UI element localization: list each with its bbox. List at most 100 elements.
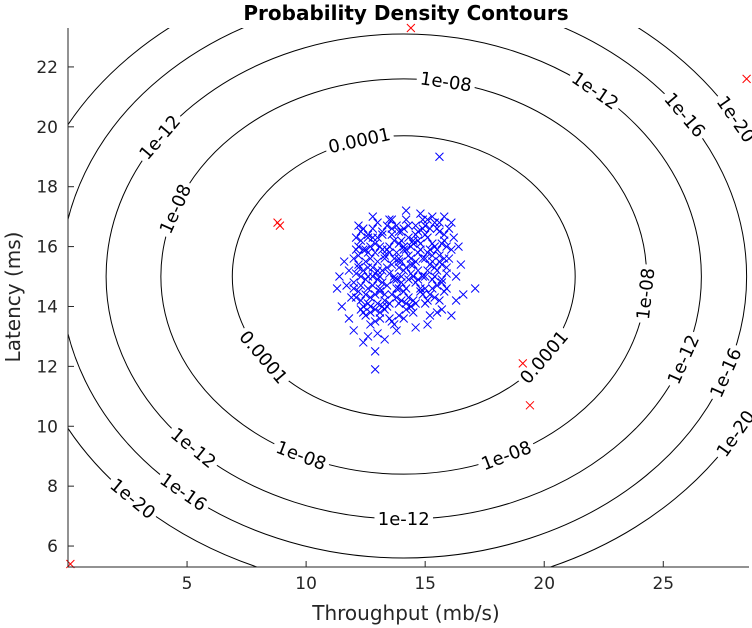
contour-label-group: 0.0001 xyxy=(323,122,396,159)
contour-label-bg xyxy=(631,263,660,325)
data-point xyxy=(373,233,382,242)
contour-label-group: 1e-12 xyxy=(163,421,223,476)
data-point xyxy=(361,290,370,299)
data-point xyxy=(373,266,382,275)
data-point xyxy=(518,359,528,368)
data-point xyxy=(375,314,385,323)
contour-label: 1e-16 xyxy=(156,469,211,516)
data-point xyxy=(447,311,456,320)
contour-label: 1e-08 xyxy=(273,437,329,475)
data-point xyxy=(447,218,456,227)
data-point xyxy=(382,221,392,230)
contour-label-bg xyxy=(232,323,295,391)
data-point xyxy=(430,218,440,227)
data-point xyxy=(408,272,418,281)
data-point xyxy=(349,326,359,335)
data-point xyxy=(430,293,440,302)
contour-label: 1e-16 xyxy=(706,345,746,401)
data-point xyxy=(332,284,342,293)
contour-label-group: 1e-20 xyxy=(103,471,163,526)
x-tick-label: 15 xyxy=(414,574,436,594)
data-point xyxy=(380,290,390,299)
y-tick-label: 8 xyxy=(47,477,58,497)
data-point xyxy=(368,224,378,233)
data-point xyxy=(375,287,385,296)
contour-label: 1e-12 xyxy=(378,509,430,530)
data-point xyxy=(373,218,382,227)
data-point xyxy=(456,260,466,269)
contour-label-bg xyxy=(657,85,712,145)
data-point xyxy=(380,251,390,260)
data-point xyxy=(368,233,378,242)
y-tick-label: 22 xyxy=(36,58,58,78)
data-point xyxy=(430,272,440,281)
data-point xyxy=(444,224,454,233)
data-point xyxy=(447,245,456,254)
data-point xyxy=(423,266,432,275)
data-point xyxy=(742,74,751,84)
data-point xyxy=(389,275,399,284)
data-point xyxy=(423,296,432,305)
data-point xyxy=(427,239,437,248)
data-point xyxy=(363,332,373,341)
contour-label-bg xyxy=(153,466,214,518)
data-point xyxy=(411,323,420,332)
data-point xyxy=(399,242,409,251)
data-point xyxy=(404,221,413,230)
data-point xyxy=(425,245,435,254)
data-point xyxy=(401,284,411,293)
contour-line xyxy=(160,78,648,475)
data-point xyxy=(382,263,392,272)
data-point xyxy=(363,248,373,257)
data-point xyxy=(368,212,378,222)
data-point xyxy=(392,221,401,230)
y-tick-label: 14 xyxy=(36,297,58,317)
data-point xyxy=(370,239,380,248)
contour-label-group: 1e-08 xyxy=(475,434,538,477)
y-tick-label: 10 xyxy=(36,417,58,437)
data-point xyxy=(375,284,385,293)
contour-label-bg xyxy=(709,89,752,150)
contour-line xyxy=(68,28,748,559)
data-point xyxy=(404,233,413,242)
data-point xyxy=(392,293,401,302)
data-point xyxy=(351,293,361,302)
data-point xyxy=(370,317,380,326)
data-point xyxy=(358,338,368,347)
data-point xyxy=(385,215,394,224)
data-point xyxy=(363,230,373,239)
data-point xyxy=(432,224,442,233)
data-point xyxy=(392,275,401,284)
data-point xyxy=(346,293,356,302)
data-point xyxy=(413,275,423,284)
data-point xyxy=(413,266,423,275)
data-point xyxy=(366,293,375,302)
data-point xyxy=(392,248,401,257)
contour-label-group: 1e-20 xyxy=(709,403,752,464)
data-point xyxy=(392,326,401,335)
data-point xyxy=(406,302,416,311)
data-point xyxy=(411,221,420,230)
data-point xyxy=(420,230,430,239)
data-point xyxy=(377,266,387,275)
data-point xyxy=(442,263,451,272)
data-point xyxy=(354,221,363,230)
data-point xyxy=(370,347,380,356)
contour-label-group: 1e-08 xyxy=(415,66,477,97)
data-point xyxy=(387,260,397,269)
data-point xyxy=(430,263,440,272)
y-tick-label: 6 xyxy=(47,537,58,557)
data-point xyxy=(451,296,461,305)
contour-label-bg xyxy=(269,434,333,477)
data-point xyxy=(439,254,449,263)
data-point xyxy=(382,281,392,290)
contour-label: 1e-12 xyxy=(135,111,185,164)
data-point xyxy=(411,230,420,239)
contour-label-bg xyxy=(374,508,433,531)
data-point xyxy=(416,209,425,219)
data-point xyxy=(394,284,404,293)
contour-label-bg xyxy=(564,65,626,117)
data-point xyxy=(425,260,435,269)
contour-label-bg xyxy=(513,323,575,391)
data-point xyxy=(370,305,380,314)
